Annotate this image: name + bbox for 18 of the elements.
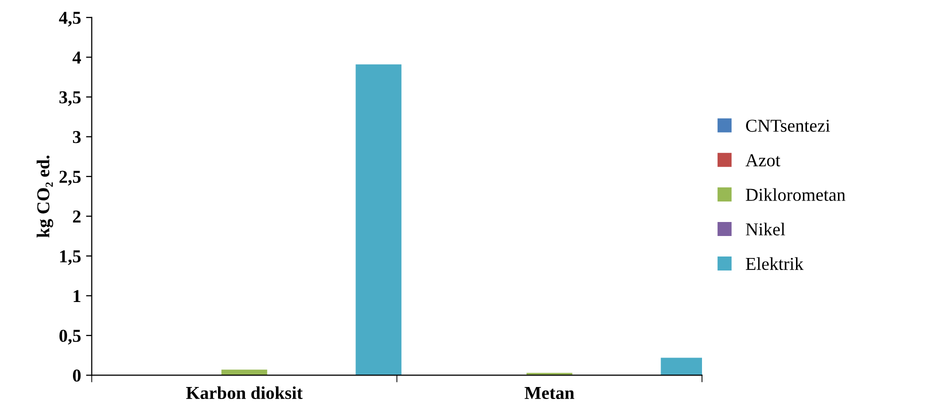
x-tick-label: Metan (524, 387, 574, 400)
y-tick-label: 2 (73, 210, 81, 222)
y-tick-label: 3,5 (59, 91, 81, 106)
y-tick-label: 1,5 (60, 250, 81, 266)
legend-label: CNTsentezi (746, 120, 830, 132)
y-axis-title: kg CO₂ ed. (36, 156, 54, 238)
y-tick-label: 4,5 (58, 12, 81, 27)
x-tick-label: Karbon dioksit (186, 386, 303, 400)
y-tick-label: 2,5 (60, 170, 81, 186)
y-tick-label: 1 (74, 290, 80, 302)
legend-label: Nikel (746, 222, 786, 236)
y-tick-label: 0,5 (59, 330, 81, 345)
legend-label: Elektrik (746, 257, 804, 270)
legend-label: Azot (746, 154, 780, 166)
y-tick-label: 3 (72, 131, 81, 144)
y-tick-label: 4 (72, 52, 81, 64)
y-tick-label: 0 (72, 369, 81, 382)
legend-label: Diklorometan (746, 188, 846, 201)
